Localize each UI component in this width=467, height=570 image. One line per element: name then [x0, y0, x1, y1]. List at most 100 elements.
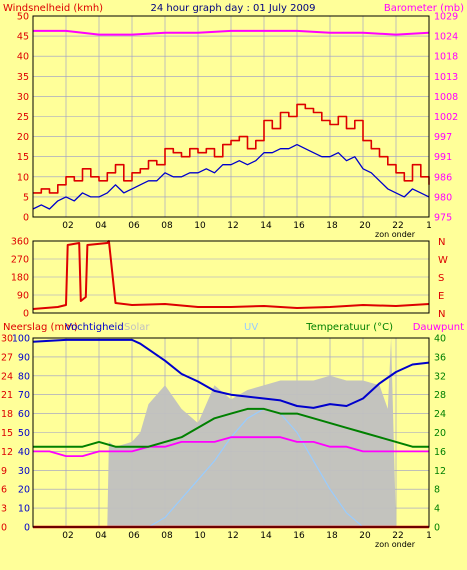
humidity-y-tick-label: 0: [24, 523, 30, 534]
panel1-right-y-tick-label: 1024: [434, 32, 458, 43]
panel1-x-tick-label: 02: [62, 221, 73, 231]
panel1-x-tick-label: 08: [161, 221, 173, 231]
barometer-axis-title: Barometer (mb): [384, 3, 464, 14]
temperature-y-tick-label: 0: [434, 523, 440, 534]
temperature-y-tick-label: 20: [434, 428, 446, 439]
temperature-y-tick-label: 24: [434, 409, 446, 420]
dewpoint-axis-title: Dauwpunt: [413, 322, 464, 333]
compass-label: S: [438, 273, 444, 284]
panel3-x-tick-label: 22: [392, 531, 403, 541]
panel3-x-tick-label: 20: [359, 531, 371, 541]
panel1-left-y-tick-label: 0: [23, 213, 29, 224]
humidity-y-tick-label: 50: [18, 428, 30, 439]
panel1-right-y-tick-label: 975: [434, 213, 452, 224]
panel2-left-y-tick-label: 270: [11, 255, 29, 266]
panel3-x-tick-label: 04: [95, 531, 107, 541]
panel3-x-tick-label: 12: [227, 531, 238, 541]
humidity-axis-title: Vochtigheid: [65, 322, 124, 333]
rain-y-tick-label: 21: [1, 390, 13, 401]
panel3-plot-frame: [32, 337, 430, 528]
panel1-left-y-tick-label: 50: [17, 12, 29, 23]
rain-y-tick-label: 0: [1, 523, 7, 534]
panel1-x-tick-label: 04: [95, 221, 107, 231]
panel1-x-tick-label-end: 1: [426, 221, 432, 231]
rain-y-tick-label: 12: [1, 447, 13, 458]
temperature-y-tick-label: 16: [434, 447, 446, 458]
panel1-right-y-tick-label: 1002: [434, 112, 458, 123]
rain-y-tick-label: 6: [1, 485, 7, 496]
temperature-y-tick-label: 36: [434, 352, 446, 363]
panel3-x-tick-label: 08: [161, 531, 173, 541]
humidity-y-tick-label: 60: [18, 409, 30, 420]
panel3-x-tick-label: 10: [194, 531, 206, 541]
temperature-line: [33, 407, 429, 448]
rain-y-tick-label: 30: [1, 334, 13, 345]
panel1-right-y-tick-label: 991: [434, 152, 452, 163]
temperature-y-tick-label: 12: [434, 466, 446, 477]
rain-y-tick-label: 18: [1, 409, 13, 420]
panel1-plot-frame: [32, 15, 430, 218]
temperature-y-tick-label: 40: [434, 334, 446, 345]
rain-y-tick-label: 27: [1, 352, 13, 363]
humidity-y-tick-label: 40: [18, 447, 30, 458]
graph-title: 24 hour graph day : 01 July 2009: [150, 3, 315, 14]
panel1-left-y-tick-label: 40: [17, 52, 29, 63]
panel1-right-y-tick-label: 1013: [434, 72, 458, 83]
panel1-x-tick-label: 16: [293, 221, 305, 231]
compass-label: E: [438, 291, 444, 302]
temperature-y-tick-label: 8: [434, 485, 440, 496]
panel1-x-tick-label: 22: [392, 221, 403, 231]
rain-y-tick-label: 3: [1, 504, 7, 515]
humidity-y-tick-label: 20: [18, 485, 30, 496]
compass-label: N: [438, 309, 445, 320]
compass-label: W: [438, 255, 448, 266]
panel3-x-tick-label: 14: [260, 531, 272, 541]
panel1-x-tick-label: 18: [326, 221, 338, 231]
wind-speed-axis-title: Windsnelheid (kmh): [3, 3, 103, 14]
panel3-x-tick-label: 06: [128, 531, 140, 541]
wind-direction-line: [32, 240, 430, 310]
panel1-x-tick-label: 10: [194, 221, 206, 231]
panel1-right-y-tick-label: 1008: [434, 92, 458, 103]
panel1-right-y-tick-label: 980: [434, 192, 452, 203]
temperature-y-tick-label: 28: [434, 390, 446, 401]
panel1-left-y-tick-label: 25: [17, 112, 29, 123]
panel1-right-y-tick-label: 1018: [434, 52, 458, 63]
panel3-x-tick-label: 16: [293, 531, 305, 541]
rain-y-tick-label: 9: [1, 466, 7, 477]
dewpoint-line: [33, 436, 429, 457]
panel2-left-y-tick-label: 90: [17, 291, 29, 302]
panel2-left-y-tick-label: 180: [11, 273, 29, 284]
panel1-right-y-tick-label: 986: [434, 172, 452, 183]
humidity-y-tick-label: 90: [18, 352, 30, 363]
temperature-y-tick-label: 32: [434, 371, 446, 382]
panel1-x-tick-label: 12: [227, 221, 238, 231]
panel3-x-tick-label: 02: [62, 531, 73, 541]
panel1-right-y-tick-label: 997: [434, 132, 452, 143]
panel2-left-y-tick-label: 0: [23, 309, 29, 320]
solar-radiation-area: [33, 338, 429, 527]
panel1-left-y-tick-label: 45: [17, 32, 29, 43]
rain-axis-title: Neerslag (mm): [3, 322, 78, 333]
humidity-y-tick-label: 80: [18, 371, 30, 382]
panel1-x-tick-label: 14: [260, 221, 272, 231]
wind-barometer-panel: 0510152025303540455097598098699199710021…: [17, 12, 458, 240]
panel1-left-y-tick-label: 10: [17, 172, 29, 183]
humidity-y-tick-label: 100: [12, 334, 30, 345]
panel2-plot-frame: [32, 240, 430, 314]
panel1-left-y-tick-label: 15: [17, 152, 29, 163]
compass-label: N: [438, 237, 445, 248]
humidity-temperature-panel: 0369121518212427300102030405060708090100…: [1, 334, 446, 550]
temperature-y-tick-label: 4: [434, 504, 440, 515]
panel1-left-y-tick-label: 35: [17, 72, 29, 83]
humidity-line: [32, 338, 430, 409]
panel1-left-y-tick-label: 30: [17, 92, 29, 103]
humidity-y-tick-label: 70: [18, 390, 30, 401]
humidity-y-tick-label: 10: [18, 504, 30, 515]
panel1-right-y-tick-label: 1029: [434, 12, 458, 23]
barometer-line: [33, 29, 430, 36]
humidity-y-tick-label: 30: [18, 466, 30, 477]
